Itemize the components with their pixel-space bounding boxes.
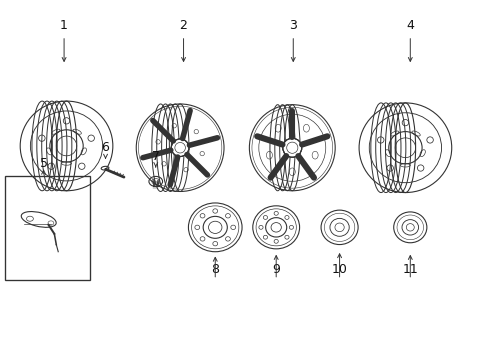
Text: 8: 8: [211, 263, 219, 276]
Text: 4: 4: [406, 19, 413, 32]
Ellipse shape: [282, 138, 301, 157]
Text: 10: 10: [331, 263, 347, 276]
Text: 6: 6: [102, 141, 109, 154]
Bar: [4, 176, 90, 280]
Text: 7: 7: [151, 150, 160, 163]
Text: 2: 2: [179, 19, 187, 32]
Text: 5: 5: [40, 157, 47, 170]
Text: 1: 1: [60, 19, 68, 32]
Ellipse shape: [171, 139, 188, 157]
Text: 11: 11: [402, 263, 417, 276]
Text: 3: 3: [289, 19, 297, 32]
Text: 9: 9: [272, 263, 280, 276]
